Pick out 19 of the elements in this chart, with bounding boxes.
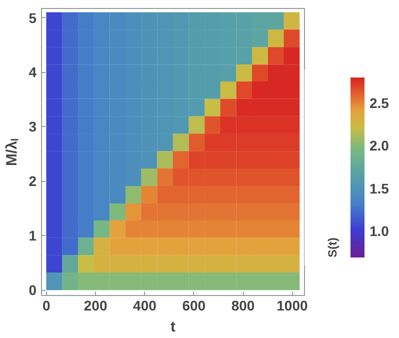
y-tick-label: 4	[28, 64, 37, 80]
y-tick-label: 5	[28, 10, 37, 26]
y-tick-label: 0	[28, 282, 37, 298]
color-bar-title: S(t)	[326, 238, 340, 258]
color-bar-label: 1.0	[370, 223, 390, 240]
x-tick-label: 1000	[276, 298, 308, 314]
y-tick-label: 1	[28, 228, 37, 244]
color-bar-label: 2.0	[370, 138, 390, 154]
x-tick-label: 0	[42, 298, 51, 314]
x-tick-label: 400	[133, 298, 157, 314]
y-axis-title: M/λₗ	[4, 138, 21, 166]
color-bar-label: 2.5	[370, 95, 390, 112]
x-tick-label: 200	[84, 298, 108, 314]
y-tick-label: 3	[28, 118, 37, 135]
x-axis-title: t	[170, 318, 176, 336]
y-tick-label: 2	[28, 173, 37, 190]
x-tick-label: 600	[182, 298, 206, 314]
color-bar-label: 1.5	[370, 180, 390, 196]
x-tick-label: 800	[231, 298, 255, 314]
